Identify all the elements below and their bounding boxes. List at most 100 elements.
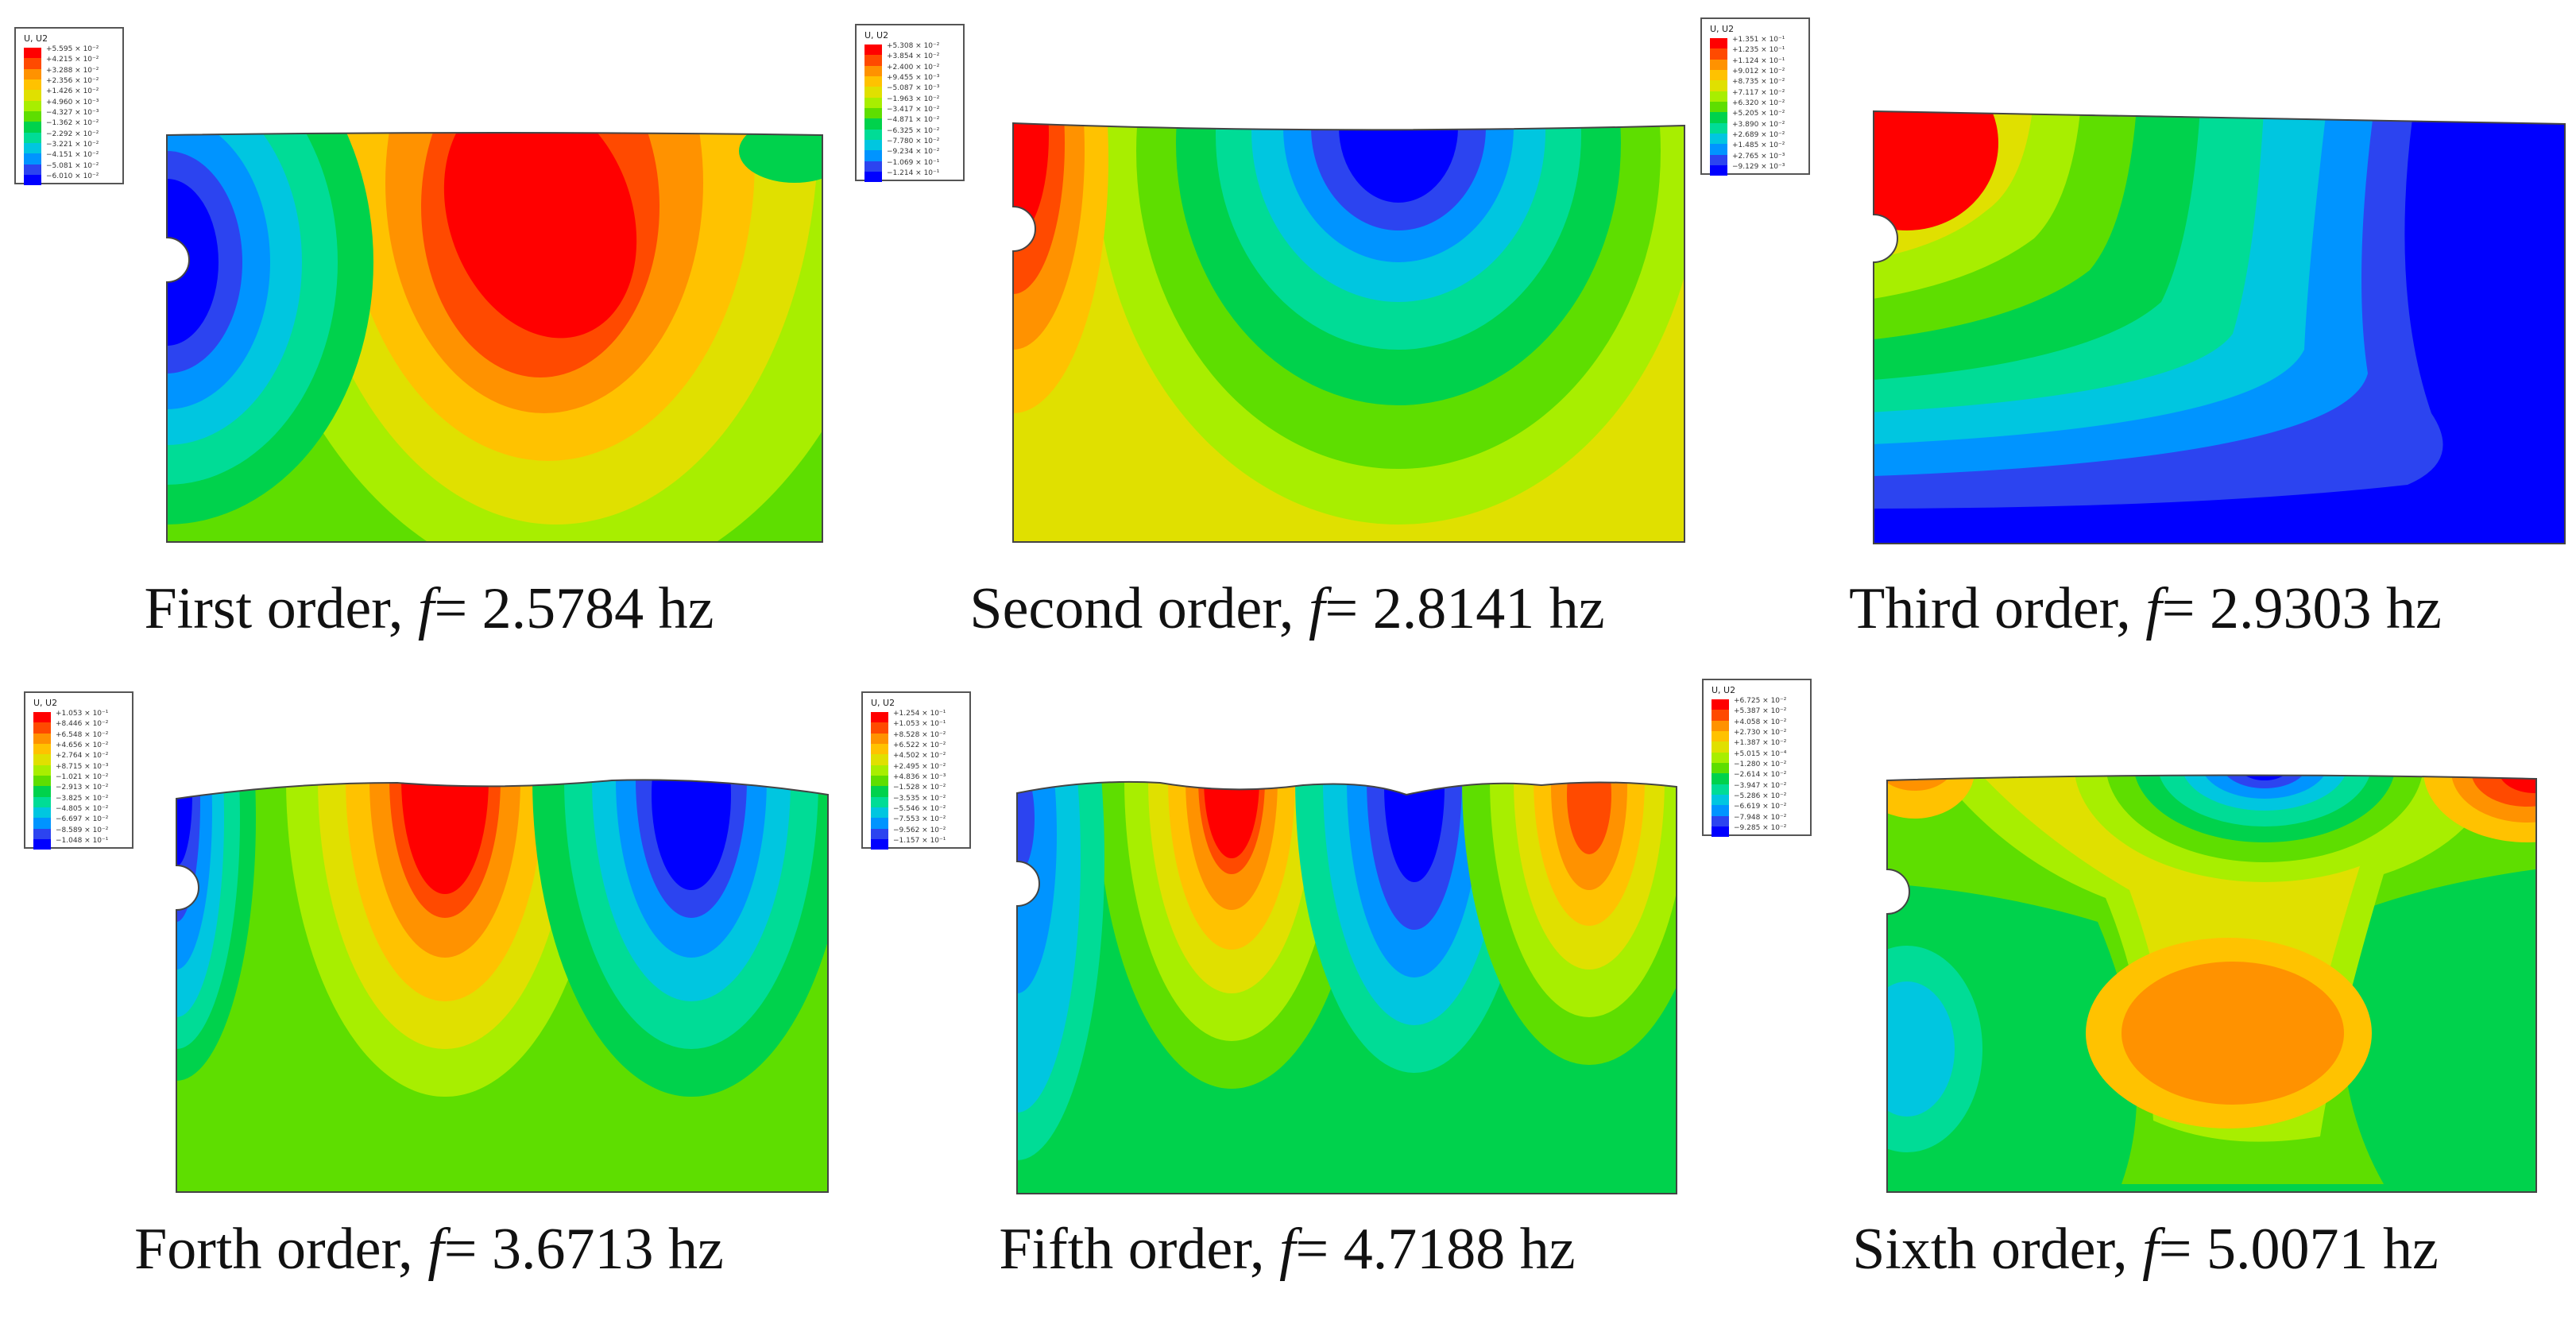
legend-color-bar xyxy=(1710,38,1727,176)
legend-value: −1.362 × 10⁻² xyxy=(46,119,99,128)
legend-value: −5.546 × 10⁻² xyxy=(893,804,946,813)
legend-value: −1.048 × 10⁻¹ xyxy=(56,836,109,845)
legend-swatch xyxy=(24,100,41,111)
legend-swatch xyxy=(1712,815,1729,826)
legend-swatch xyxy=(864,45,882,56)
contour-plot-mode-4 xyxy=(176,779,829,1193)
contour-plot-mode-1 xyxy=(166,132,823,543)
legend-value: +2.689 × 10⁻² xyxy=(1732,130,1785,139)
legend-swatch xyxy=(871,838,888,850)
legend-swatch xyxy=(1710,165,1727,176)
legend-swatch xyxy=(1710,80,1727,91)
legend-value: −7.553 × 10⁻² xyxy=(893,815,946,824)
legend-swatch xyxy=(33,786,51,797)
legend-value: −3.825 × 10⁻² xyxy=(56,794,109,803)
contour-plot-mode-5 xyxy=(1016,780,1677,1194)
caption-mode-1: First order, f= 2.5784 hz xyxy=(0,575,858,643)
legend-value: +1.053 × 10⁻¹ xyxy=(56,710,109,718)
legend-swatch xyxy=(871,796,888,807)
legend-swatch xyxy=(871,786,888,797)
legend-swatch xyxy=(871,733,888,744)
contour-plot-mode-2 xyxy=(1012,122,1685,543)
legend-swatch xyxy=(1712,805,1729,816)
legend-value: +2.400 × 10⁻² xyxy=(887,63,940,72)
legend-value: +6.522 × 10⁻² xyxy=(893,741,946,749)
contour-plot-mode-3 xyxy=(1873,110,2566,544)
legend-value: −3.947 × 10⁻² xyxy=(1734,781,1787,790)
legend-value: +7.117 × 10⁻² xyxy=(1732,88,1785,97)
caption-label: Forth order, xyxy=(134,1217,428,1282)
legend-swatch xyxy=(24,132,41,143)
legend-value: −1.214 × 10⁻¹ xyxy=(887,168,940,177)
legend-swatch xyxy=(1710,69,1727,81)
legend-swatch xyxy=(33,796,51,807)
color-legend-mode-1: U, U2 +5.595 × 10⁻² +4.215 × 10⁻² +3.288… xyxy=(14,27,124,186)
legend-swatch xyxy=(24,153,41,165)
legend-values: +1.053 × 10⁻¹ +8.446 × 10⁻² +6.548 × 10⁻… xyxy=(56,709,132,846)
color-legend-mode-3: U, U2 +1.351 × 10⁻¹ +1.235 × 10⁻¹ +1.124… xyxy=(1700,17,1810,176)
legend-value: −8.589 × 10⁻² xyxy=(56,826,109,834)
legend-value: +8.446 × 10⁻² xyxy=(56,720,109,729)
legend-swatch xyxy=(864,171,882,183)
legend-swatch xyxy=(864,55,882,66)
legend-value: +4.836 × 10⁻³ xyxy=(893,772,946,781)
legend-value: −5.087 × 10⁻³ xyxy=(887,84,940,93)
legend-value: −3.535 × 10⁻² xyxy=(893,794,946,803)
legend-swatch xyxy=(1712,794,1729,806)
legend-swatch xyxy=(24,58,41,69)
legend-value: +4.058 × 10⁻² xyxy=(1734,718,1787,726)
legend-title: U, U2 xyxy=(871,698,895,708)
legend-value: +8.735 × 10⁻² xyxy=(1732,78,1785,87)
legend-swatch xyxy=(864,129,882,140)
legend-color-bar xyxy=(1712,699,1729,838)
caption-mode-5: Fifth order, f= 4.7188 hz xyxy=(858,1216,1716,1283)
legend-value: +4.215 × 10⁻² xyxy=(46,56,99,64)
legend-value: +2.495 × 10⁻² xyxy=(893,762,946,771)
frequency-value: = 2.8141 hz xyxy=(1325,576,1605,641)
legend-swatch xyxy=(871,722,888,734)
legend-swatch xyxy=(1712,773,1729,784)
legend-swatch xyxy=(871,743,888,755)
legend-swatch xyxy=(1710,38,1727,49)
frequency-value: = 3.6713 hz xyxy=(443,1217,724,1282)
legend-value: −4.327 × 10⁻³ xyxy=(46,108,99,117)
frequency-symbol: f xyxy=(1308,576,1325,641)
legend-value: +3.890 × 10⁻² xyxy=(1732,120,1785,129)
frequency-symbol: f xyxy=(1278,1217,1296,1282)
legend-swatch xyxy=(1710,122,1727,134)
caption-mode-6: Sixth order, f= 5.0071 hz xyxy=(1716,1216,2574,1283)
legend-swatch xyxy=(24,174,41,186)
legend-value: −3.417 × 10⁻² xyxy=(887,105,940,114)
legend-swatch xyxy=(864,118,882,130)
legend-value: −4.151 × 10⁻² xyxy=(46,151,99,160)
mode-panel-4: U, U2 +1.053 × 10⁻¹ +8.446 × 10⁻² +6.548… xyxy=(0,660,858,1311)
legend-values: +1.351 × 10⁻¹ +1.235 × 10⁻¹ +1.124 × 10⁻… xyxy=(1732,35,1808,172)
legend-value: −9.234 × 10⁻² xyxy=(887,148,940,157)
legend-value: +1.426 × 10⁻² xyxy=(46,87,99,96)
legend-swatch xyxy=(864,139,882,151)
legend-swatch xyxy=(24,48,41,59)
frequency-symbol: f xyxy=(2145,576,2162,641)
legend-title: U, U2 xyxy=(33,698,58,708)
legend-swatch xyxy=(24,110,41,122)
legend-values: +5.595 × 10⁻² +4.215 × 10⁻² +3.288 × 10⁻… xyxy=(46,45,122,182)
legend-color-bar xyxy=(864,45,882,183)
legend-swatch xyxy=(1712,710,1729,721)
legend-swatch xyxy=(864,87,882,98)
legend-swatch xyxy=(1712,741,1729,753)
legend-swatch xyxy=(1712,699,1729,710)
legend-swatch xyxy=(1710,112,1727,123)
legend-value: −9.285 × 10⁻² xyxy=(1734,823,1787,832)
frequency-value: = 5.0071 hz xyxy=(2158,1217,2439,1282)
legend-value: +3.288 × 10⁻² xyxy=(46,66,99,75)
legend-swatch xyxy=(33,722,51,734)
legend-color-bar xyxy=(871,712,888,850)
legend-value: +4.960 × 10⁻³ xyxy=(46,98,99,106)
legend-swatch xyxy=(1712,762,1729,774)
legend-swatch xyxy=(871,754,888,765)
legend-value: +9.455 × 10⁻³ xyxy=(887,73,940,82)
legend-color-bar xyxy=(24,48,41,186)
caption-mode-2: Second order, f= 2.8141 hz xyxy=(858,575,1716,643)
color-legend-mode-5: U, U2 +1.254 × 10⁻¹ +1.053 × 10⁻¹ +8.528… xyxy=(861,691,971,850)
legend-swatch xyxy=(871,775,888,787)
